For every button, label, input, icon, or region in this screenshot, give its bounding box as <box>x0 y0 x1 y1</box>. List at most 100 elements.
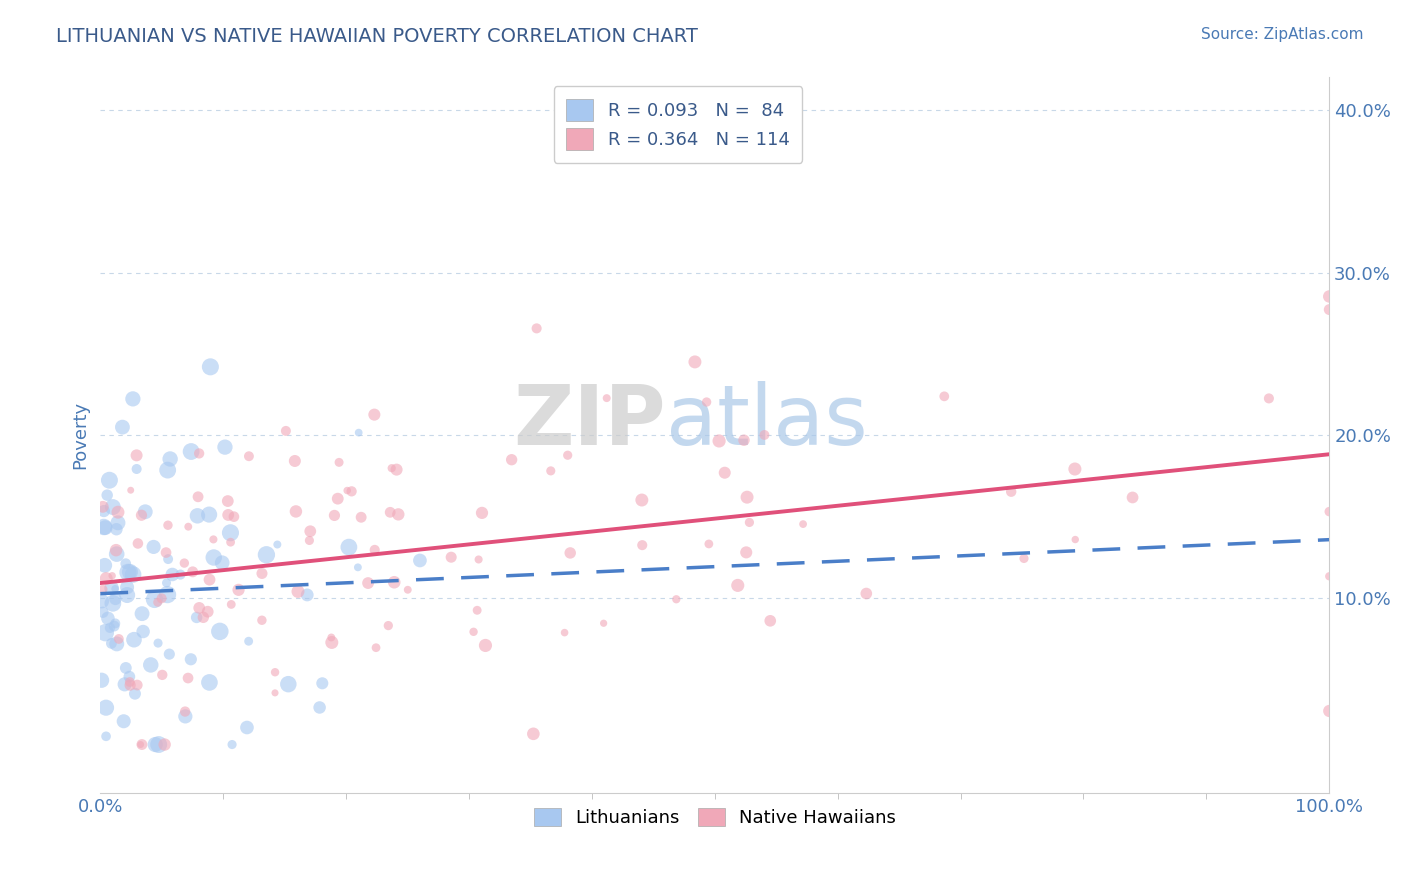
Point <box>440 550 463 565</box>
Point <box>96 488 118 502</box>
Point <box>219 598 242 612</box>
Point <box>187 490 209 504</box>
Point <box>336 483 359 498</box>
Point <box>127 536 149 550</box>
Point <box>696 395 718 409</box>
Point <box>97 611 120 625</box>
Point <box>219 525 242 540</box>
Point <box>181 565 204 579</box>
Point <box>186 610 208 624</box>
Point <box>173 556 195 570</box>
Point <box>250 566 273 581</box>
Point <box>277 677 299 691</box>
Point <box>540 464 562 478</box>
Point <box>120 678 142 692</box>
Point <box>214 440 236 454</box>
Point <box>592 616 614 631</box>
Point <box>381 461 404 475</box>
Point <box>236 721 259 735</box>
Point <box>91 582 114 597</box>
Point <box>1064 533 1087 547</box>
Point <box>198 675 221 690</box>
Point <box>1122 491 1144 505</box>
Point <box>219 535 242 549</box>
Point <box>112 714 135 729</box>
Point <box>1317 505 1340 519</box>
Point <box>1257 392 1279 406</box>
Point <box>200 359 222 374</box>
Point <box>735 490 758 504</box>
Point <box>321 635 343 649</box>
Point <box>707 434 730 448</box>
Point <box>104 592 127 607</box>
Point <box>284 454 307 468</box>
Point <box>107 516 129 530</box>
Point <box>117 566 139 580</box>
Point <box>114 661 136 675</box>
Point <box>347 560 370 574</box>
Point <box>467 552 489 566</box>
Point <box>94 700 117 714</box>
Point <box>295 588 318 602</box>
Point <box>162 567 184 582</box>
Point <box>357 576 380 591</box>
Point <box>326 491 349 506</box>
Point <box>238 634 260 648</box>
Point <box>143 592 166 607</box>
Point <box>93 504 115 518</box>
Point <box>266 537 288 551</box>
Point <box>1317 302 1340 317</box>
Point <box>94 558 117 573</box>
Point <box>101 568 124 582</box>
Point <box>91 500 114 514</box>
Point <box>311 676 333 690</box>
Point <box>193 610 215 624</box>
Point <box>665 592 688 607</box>
Point <box>759 614 782 628</box>
Point <box>254 548 277 562</box>
Point <box>264 686 287 700</box>
Point <box>364 640 387 655</box>
Point <box>631 493 654 508</box>
Point <box>274 424 297 438</box>
Point <box>683 355 706 369</box>
Point <box>100 636 122 650</box>
Point <box>221 738 243 752</box>
Point <box>105 637 128 651</box>
Point <box>101 500 124 514</box>
Point <box>238 449 260 463</box>
Point <box>114 677 136 691</box>
Point <box>287 584 309 599</box>
Point <box>134 505 156 519</box>
Point <box>101 596 124 610</box>
Point <box>180 652 202 666</box>
Point <box>90 673 112 688</box>
Point <box>103 619 125 633</box>
Point <box>385 462 408 476</box>
Point <box>129 738 152 752</box>
Point <box>94 625 117 640</box>
Point <box>125 448 148 462</box>
Point <box>465 603 488 617</box>
Point <box>159 452 181 467</box>
Point <box>299 524 322 539</box>
Point <box>142 540 165 554</box>
Point <box>364 542 387 557</box>
Point <box>1012 551 1035 566</box>
Point <box>177 519 200 533</box>
Point <box>122 632 145 647</box>
Point <box>202 550 225 565</box>
Point <box>124 687 146 701</box>
Point <box>94 521 117 535</box>
Text: LITHUANIAN VS NATIVE HAWAIIAN POVERTY CORRELATION CHART: LITHUANIAN VS NATIVE HAWAIIAN POVERTY CO… <box>56 27 699 45</box>
Point <box>98 473 121 487</box>
Point <box>377 618 399 632</box>
Point <box>340 484 363 499</box>
Point <box>250 613 273 627</box>
Point <box>557 448 579 462</box>
Point <box>560 546 582 560</box>
Point <box>169 567 191 582</box>
Point <box>1000 484 1022 499</box>
Point <box>98 621 121 635</box>
Point <box>382 575 405 590</box>
